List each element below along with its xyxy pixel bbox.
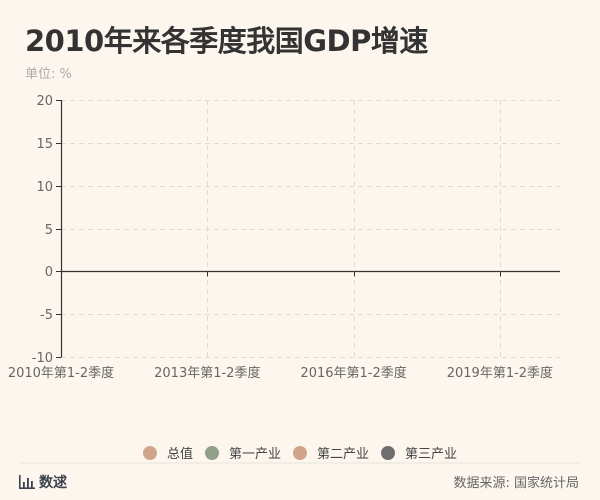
legend-item-total[interactable]: 总值 — [142, 443, 193, 462]
bar-chart-icon — [19, 475, 35, 489]
legend-dot-icon — [142, 445, 157, 460]
legend-dot-icon — [293, 445, 307, 460]
y-tick-label: -5 — [40, 308, 53, 323]
legend-dot-icon — [381, 445, 396, 460]
x-axis-ticks: 2010年第1-2季度 2013年第1-2季度 2016年第1-2季度 2019年第1… — [8, 365, 553, 381]
y-tick-label: 0 — [45, 265, 53, 280]
x-tick-label: 2010年第1-2季度 — [8, 365, 114, 381]
legend-item-tertiary[interactable]: 第三产业 — [381, 443, 457, 462]
grid-lines — [61, 100, 560, 358]
legend-label: 第三产业 — [405, 447, 458, 462]
y-tick-label: 15 — [36, 137, 53, 152]
brand-name: 数逑 — [39, 475, 67, 491]
y-axis-ticks: 20 15 10 5 0 -5 -10 — [32, 94, 53, 366]
legend-item-secondary[interactable]: 第二产业 — [293, 443, 369, 462]
legend-item-primary[interactable]: 第一产业 — [204, 443, 281, 462]
data-source: 数据来源: 国家统计局 — [453, 476, 579, 491]
y-tick-label: 5 — [45, 223, 53, 238]
axes — [56, 100, 560, 358]
x-tick-label: 2019年第1-2季度 — [447, 365, 553, 381]
footer-divider — [19, 462, 581, 464]
unit-label: 单位: % — [25, 67, 72, 82]
y-tick-label: -10 — [32, 351, 53, 366]
legend: 总值 第一产业 第二产业 第三产业 — [0, 443, 600, 462]
y-tick-label: 20 — [36, 94, 53, 109]
x-tick-label: 2013年第1-2季度 — [154, 365, 260, 381]
chart-title: 2010年来各季度我国GDP增速 — [25, 24, 428, 58]
legend-dot-icon — [204, 445, 219, 460]
legend-label: 第一产业 — [228, 447, 281, 462]
brand-logo: 数逑 — [19, 472, 67, 492]
x-tick-label: 2016年第1-2季度 — [300, 365, 406, 381]
legend-label: 第二产业 — [317, 447, 370, 462]
legend-label: 总值 — [166, 447, 193, 462]
y-tick-label: 10 — [36, 180, 53, 195]
line-chart: 20 15 10 5 0 -5 -10 2010年第1-2季度 2013年第1-2季度 2016… — [8, 94, 560, 381]
